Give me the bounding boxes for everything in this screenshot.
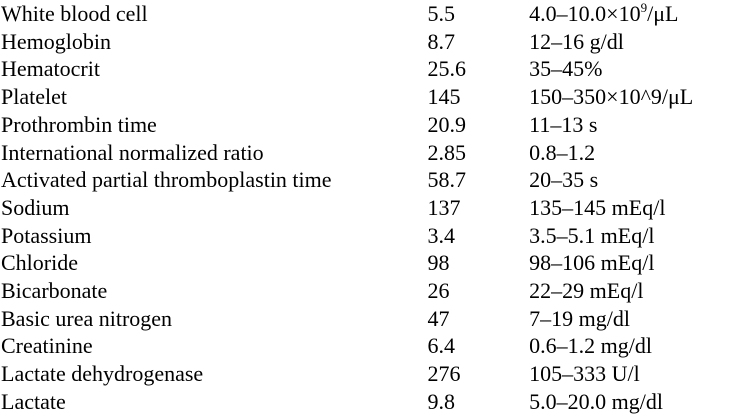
test-value: 5.5: [427, 1, 456, 26]
reference-range: 150–350×10^9/μL: [529, 84, 694, 110]
reference-range: 7–19 mg/dl: [529, 305, 631, 331]
table-row: Hemoglobin 8.7 12–16 g/dl: [0, 28, 731, 56]
reference-range: 0.8–1.2: [529, 139, 596, 165]
test-value: 58.7: [427, 167, 467, 193]
table-row: Hematocrit 25.6 35–45%: [0, 55, 731, 83]
reference-range: 11–13 s: [529, 111, 598, 137]
test-value: 6.4: [427, 333, 456, 359]
table-row: Bicarbonate 26 22–29 mEq/l: [0, 277, 731, 305]
test-name: Lactate: [1, 388, 66, 414]
test-name: Bicarbonate: [1, 278, 108, 304]
reference-range: 20–35 s: [529, 167, 599, 193]
test-value: 137: [427, 194, 461, 220]
test-value: 20.9: [427, 111, 467, 137]
test-name: White blood cell: [1, 1, 148, 26]
table-row: Lactate 9.8 5.0–20.0 mg/dl: [0, 388, 731, 416]
test-name: Lactate dehydrogenase: [1, 361, 204, 387]
table-row: White blood cell 5.5 4.0–10.0×109/μL: [0, 0, 731, 28]
table-row: Potassium 3.4 3.5–5.1 mEq/l: [0, 222, 731, 250]
test-value: 98: [427, 250, 450, 276]
test-value: 9.8: [427, 388, 456, 414]
reference-range: 12–16 g/dl: [529, 28, 624, 54]
table-row: Activated partial thromboplastin time 58…: [0, 166, 731, 194]
reference-range: 105–333 U/l: [529, 361, 640, 387]
reference-range: 135–145 mEq/l: [529, 194, 666, 220]
reference-range: 22–29 mEq/l: [529, 278, 644, 304]
reference-range: 0.6–1.2 mg/dl: [529, 333, 653, 359]
table-row: Sodium 137 135–145 mEq/l: [0, 194, 731, 222]
test-value: 276: [427, 361, 461, 387]
test-name: Hemoglobin: [1, 28, 111, 54]
table-row: Prothrombin time 20.9 11–13 s: [0, 111, 731, 139]
test-name: Prothrombin time: [1, 111, 157, 137]
table-row: International normalized ratio 2.85 0.8–…: [0, 139, 731, 167]
reference-range: 35–45%: [529, 56, 603, 82]
test-name: Potassium: [1, 222, 92, 248]
test-name: Activated partial thromboplastin time: [1, 167, 332, 193]
table-row: Lactate dehydrogenase 276 105–333 U/l: [0, 360, 731, 388]
test-name: Platelet: [1, 84, 67, 110]
table-row: Basic urea nitrogen 47 7–19 mg/dl: [0, 305, 731, 333]
test-value: 3.4: [427, 222, 456, 248]
test-value: 8.7: [427, 28, 456, 54]
test-value: 47: [427, 305, 450, 331]
test-name: Basic urea nitrogen: [1, 305, 173, 331]
reference-range: 3.5–5.1 mEq/l: [529, 222, 655, 248]
test-value: 145: [427, 84, 461, 110]
table-row: Creatinine 6.4 0.6–1.2 mg/dl: [0, 332, 731, 360]
reference-range: 5.0–20.0 mg/dl: [529, 388, 664, 414]
test-value: 2.85: [427, 139, 467, 165]
reference-range-unit: /μL: [647, 1, 679, 26]
test-name: Chloride: [1, 250, 78, 276]
reference-range-exponent: 9: [640, 0, 648, 15]
reference-range: 4.0–10.0×109/μL: [529, 0, 731, 28]
test-name: Sodium: [1, 194, 70, 220]
test-name: Hematocrit: [1, 56, 100, 82]
reference-range-base: 4.0–10.0×10: [529, 1, 641, 26]
test-value: 26: [427, 278, 450, 304]
reference-range: 98–106 mEq/l: [529, 250, 655, 276]
table-row: Platelet 145 150–350×10^9/μL: [0, 83, 731, 111]
test-value: 25.6: [427, 56, 467, 82]
test-name: Creatinine: [1, 333, 93, 359]
table-row: Chloride 98 98–106 mEq/l: [0, 249, 731, 277]
test-name: International normalized ratio: [1, 139, 264, 165]
